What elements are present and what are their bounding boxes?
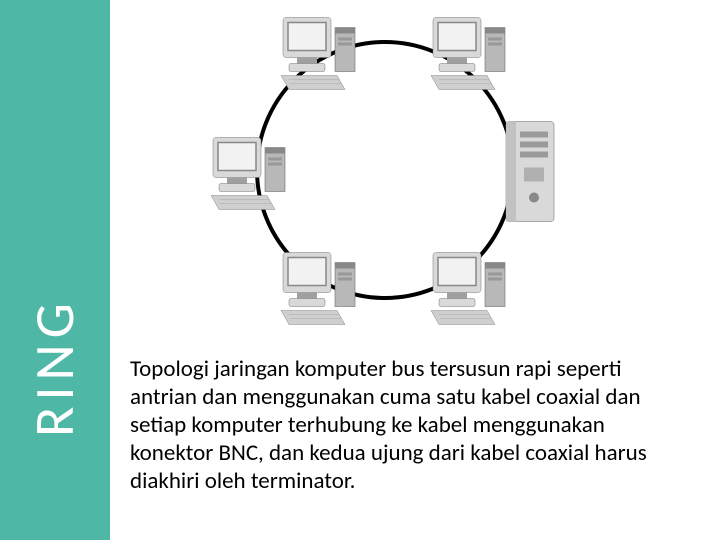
ring-diagram xyxy=(170,0,600,340)
computer-icon xyxy=(279,14,361,92)
node-pc-bot-right xyxy=(429,249,511,332)
computer-icon xyxy=(279,249,361,327)
node-tower-right xyxy=(500,118,560,233)
sidebar-title: RING xyxy=(21,297,89,437)
node-pc-top-right xyxy=(429,14,511,97)
computer-icon xyxy=(209,134,291,212)
sidebar: RING xyxy=(0,0,110,540)
node-pc-top-left xyxy=(279,14,361,97)
computer-icon xyxy=(429,249,511,327)
body-paragraph: Topologi jaringan komputer bus tersusun … xyxy=(130,355,690,495)
tower-icon xyxy=(500,118,560,228)
node-pc-left xyxy=(209,134,291,217)
computer-icon xyxy=(429,14,511,92)
node-pc-bot-left xyxy=(279,249,361,332)
